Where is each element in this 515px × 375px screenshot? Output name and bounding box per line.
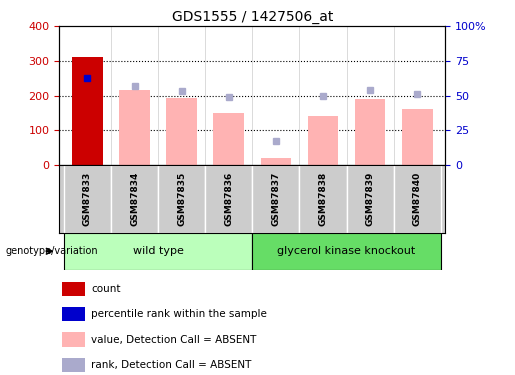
- Text: value, Detection Call = ABSENT: value, Detection Call = ABSENT: [91, 334, 256, 345]
- Text: GSM87839: GSM87839: [366, 172, 374, 226]
- Text: GSM87838: GSM87838: [318, 172, 328, 226]
- Bar: [205, 165, 252, 232]
- Bar: [72, 57, 103, 165]
- Text: wild type: wild type: [133, 246, 183, 256]
- Bar: [261, 158, 291, 165]
- Text: GSM87840: GSM87840: [413, 172, 422, 226]
- Bar: [355, 99, 385, 165]
- Title: GDS1555 / 1427506_at: GDS1555 / 1427506_at: [171, 10, 333, 24]
- Bar: [62, 333, 85, 346]
- Bar: [62, 307, 85, 321]
- Text: rank, Detection Call = ABSENT: rank, Detection Call = ABSENT: [91, 360, 251, 370]
- Bar: [166, 98, 197, 165]
- Bar: [158, 165, 205, 232]
- Text: glycerol kinase knockout: glycerol kinase knockout: [278, 246, 416, 256]
- Text: GSM87833: GSM87833: [83, 172, 92, 226]
- Bar: [64, 232, 252, 270]
- Text: genotype/variation: genotype/variation: [5, 246, 98, 256]
- Text: count: count: [91, 284, 121, 294]
- Text: GSM87837: GSM87837: [271, 172, 280, 226]
- Bar: [64, 165, 111, 232]
- Bar: [252, 232, 441, 270]
- Bar: [111, 165, 158, 232]
- Text: percentile rank within the sample: percentile rank within the sample: [91, 309, 267, 319]
- Bar: [214, 113, 244, 165]
- Bar: [393, 165, 441, 232]
- Bar: [402, 110, 433, 165]
- Bar: [62, 282, 85, 296]
- Text: GSM87834: GSM87834: [130, 172, 139, 226]
- Bar: [119, 90, 150, 165]
- Text: GSM87836: GSM87836: [225, 172, 233, 226]
- Bar: [307, 116, 338, 165]
- Bar: [299, 165, 347, 232]
- Bar: [347, 165, 393, 232]
- Bar: [62, 358, 85, 372]
- Bar: [252, 165, 299, 232]
- Text: GSM87835: GSM87835: [177, 172, 186, 226]
